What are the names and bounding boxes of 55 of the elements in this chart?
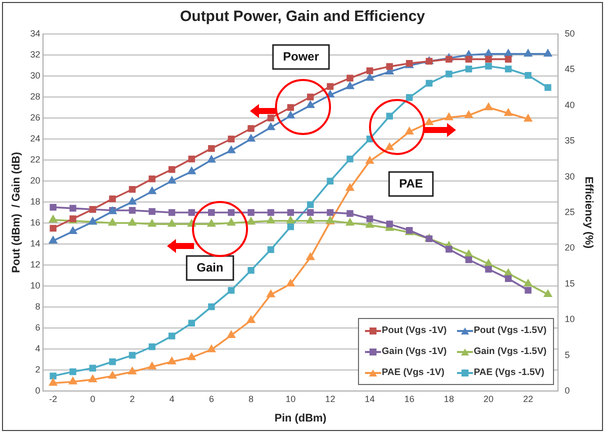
legend-label: Pout (Vgs -1.5V)	[474, 325, 547, 336]
y2-tick-label: 50	[564, 28, 575, 38]
y-tick-label: 20	[30, 175, 40, 186]
x-tick-label: 14	[364, 394, 375, 404]
y-tick-label: 2	[35, 364, 40, 374]
legend-label: Gain (Vgs -1.5V)	[474, 346, 547, 357]
y-axis-title: Pout (dBm) / Gain (dB)	[10, 152, 23, 273]
y-tick-label: 16	[30, 217, 40, 228]
y-tick-label: 26	[30, 112, 40, 122]
x-tick-label: 10	[286, 394, 296, 404]
x-tick-label: -2	[49, 394, 58, 404]
x-tick-label: 2	[130, 394, 135, 404]
x-tick-label: 6	[208, 394, 214, 404]
y-tick-label: 24	[30, 133, 40, 144]
legend-label: PAE (Vgs -1.5V)	[474, 367, 544, 378]
x-tick-label: 0	[90, 394, 96, 404]
x-tick-label: 20	[484, 394, 494, 404]
legend-label: Pout (Vgs -1V)	[382, 325, 447, 336]
y2-tick-label: 20	[564, 242, 575, 253]
y2-tick-label: 10	[564, 314, 575, 324]
y2-tick-label: 35	[564, 136, 575, 146]
y2-tick-label: 30	[564, 171, 575, 182]
annotation: PAE	[399, 176, 423, 190]
legend-label: PAE (Vgs -1V)	[382, 367, 444, 378]
y-tick-label: 14	[30, 238, 40, 248]
x-tick-label: 8	[248, 394, 254, 404]
x-tick-label: 22	[523, 394, 534, 404]
y2-tick-label: 25	[564, 206, 575, 217]
y-tick-label: 34	[30, 28, 40, 38]
x-tick-label: 16	[404, 394, 414, 404]
y-tick-label: 12	[30, 259, 40, 270]
y-tick-label: 4	[35, 343, 40, 354]
y-tick-label: 8	[35, 301, 40, 312]
annotation: Power	[282, 49, 320, 64]
y2-axis-title: Efficiency (%)	[582, 176, 594, 249]
y2-tick-label: 40	[564, 100, 575, 110]
y-tick-label: 32	[30, 49, 40, 60]
x-tick-label: 12	[325, 394, 336, 404]
y-tick-label: 18	[30, 196, 40, 206]
y2-tick-label: 15	[564, 278, 575, 288]
y2-tick-label: 45	[564, 64, 575, 74]
y-tick-label: 28	[30, 91, 40, 102]
y-tick-label: 22	[30, 154, 40, 164]
annotation: Gain	[196, 260, 224, 274]
x-tick-label: 4	[169, 394, 174, 404]
y-tick-label: 10	[30, 280, 40, 290]
y2-tick-label: 0	[564, 385, 570, 396]
chart-title: Output Power, Gain and Efficiency	[180, 8, 426, 26]
x-tick-label: 18	[444, 394, 454, 404]
y-tick-label: 30	[30, 70, 40, 80]
y-tick-label: 6	[35, 322, 40, 332]
x-axis-title: Pin (dBm)	[274, 412, 327, 424]
y2-tick-label: 5	[564, 350, 570, 360]
legend-label: Gain (Vgs -1V)	[382, 346, 447, 357]
y-tick-label: 0	[35, 385, 40, 396]
